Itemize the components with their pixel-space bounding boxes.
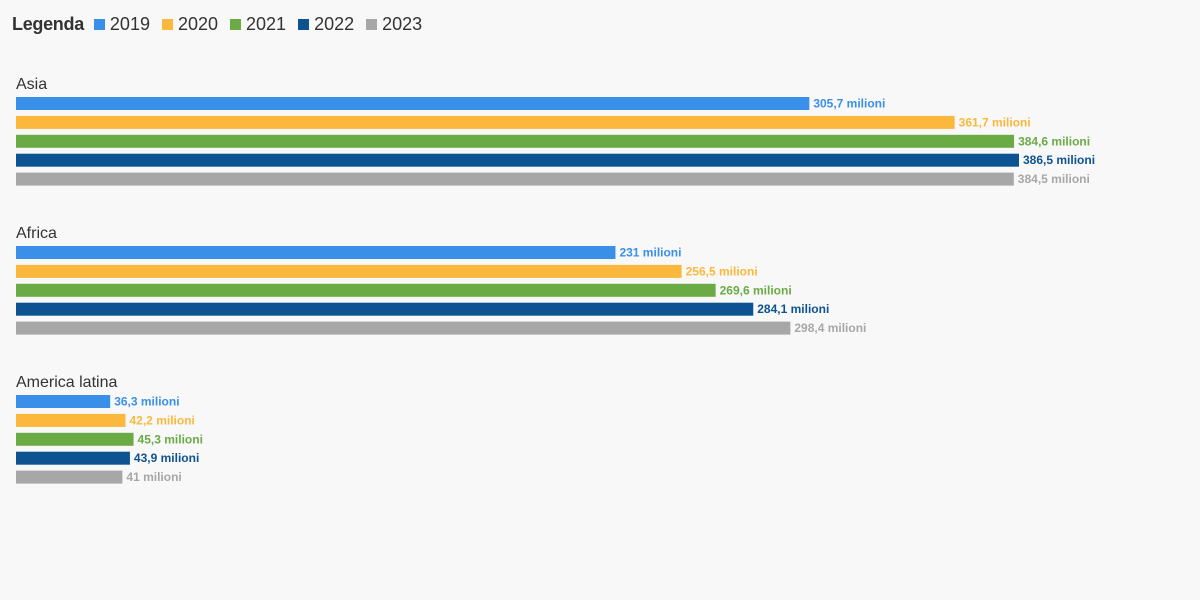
chart-legend: Legenda 2019 2020 2021 2022 2023 <box>12 12 434 36</box>
bar-2019 <box>16 246 616 259</box>
value-label: 305,7 milioni <box>813 97 885 111</box>
bar-2022 <box>16 451 130 465</box>
group-title: Asia <box>16 76 47 93</box>
bar-2022 <box>16 302 754 316</box>
value-label: 42,2 milioni <box>130 413 195 427</box>
legend-items: 2019 2020 2021 2022 2023 <box>93 13 434 35</box>
bar-2020 <box>16 264 682 278</box>
bar-2021 <box>16 134 1015 148</box>
legend-item-2023: 2023 <box>366 14 422 35</box>
legend-label: 2019 <box>109 13 150 34</box>
value-label: 36,3 milioni <box>114 395 179 409</box>
value-label: 298,4 milioni <box>794 321 866 335</box>
value-label: 45,3 milioni <box>138 432 203 446</box>
legend-item-2022: 2022 <box>298 14 354 35</box>
value-label: 269,6 milioni <box>720 283 792 297</box>
legend-swatch <box>93 18 105 30</box>
bar-2023 <box>16 172 1014 186</box>
value-label: 361,7 milioni <box>959 115 1031 129</box>
value-label: 384,5 milioni <box>1018 172 1090 186</box>
value-label: 231 milioni <box>619 246 681 260</box>
value-label: 384,6 milioni <box>1018 134 1090 148</box>
value-label: 284,1 milioni <box>757 302 829 316</box>
bar-2020 <box>16 413 126 427</box>
legend-swatch <box>298 18 310 30</box>
value-label: 41 milioni <box>126 470 181 484</box>
bar-2019 <box>16 97 810 110</box>
value-label: 386,5 milioni <box>1023 153 1095 167</box>
legend-label: 2022 <box>314 13 355 34</box>
bar-2021 <box>16 432 134 446</box>
legend-label: 2021 <box>246 13 287 34</box>
legend-title: Legenda <box>12 13 84 34</box>
legend-label: 2023 <box>382 13 423 34</box>
value-label: 43,9 milioni <box>134 451 199 465</box>
legend-item-2020: 2020 <box>161 13 219 35</box>
value-label: 256,5 milioni <box>686 264 758 278</box>
bar-2021 <box>16 283 716 297</box>
legend-swatch <box>161 18 173 30</box>
legend-item-2019: 2019 <box>93 13 150 35</box>
group-title: Africa <box>16 225 57 242</box>
bar-2022 <box>16 153 1019 167</box>
bar-2023 <box>16 321 791 335</box>
group-title: America latina <box>16 374 117 391</box>
bar-2019 <box>16 395 111 408</box>
bar-2023 <box>16 470 123 484</box>
legend-swatch <box>230 18 242 30</box>
legend-swatch <box>366 18 378 30</box>
legend-label: 2020 <box>177 13 219 34</box>
bar-2020 <box>16 115 955 129</box>
legend-item-2021: 2021 <box>230 14 286 35</box>
